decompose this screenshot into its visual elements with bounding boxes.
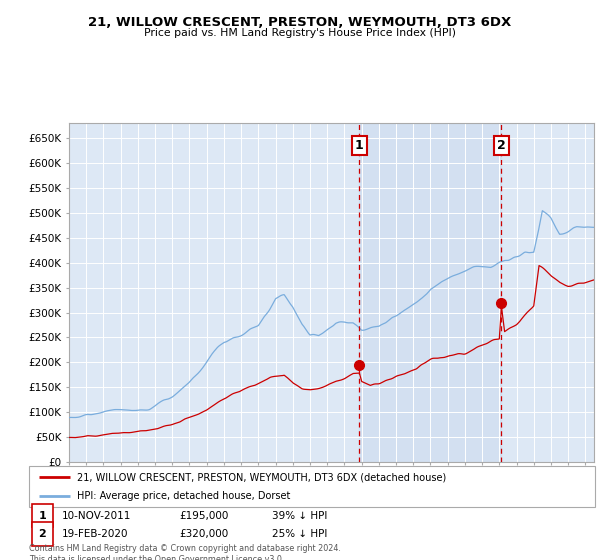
Text: 25% ↓ HPI: 25% ↓ HPI <box>272 529 328 539</box>
Text: 19-FEB-2020: 19-FEB-2020 <box>62 529 128 539</box>
Text: Contains HM Land Registry data © Crown copyright and database right 2024.
This d: Contains HM Land Registry data © Crown c… <box>29 544 341 560</box>
Text: 2: 2 <box>38 529 46 539</box>
Text: 1: 1 <box>355 139 364 152</box>
Text: HPI: Average price, detached house, Dorset: HPI: Average price, detached house, Dors… <box>77 491 290 501</box>
Text: £195,000: £195,000 <box>179 511 228 521</box>
FancyBboxPatch shape <box>29 466 595 507</box>
Text: 39% ↓ HPI: 39% ↓ HPI <box>272 511 328 521</box>
Bar <box>359 123 502 462</box>
Text: Price paid vs. HM Land Registry's House Price Index (HPI): Price paid vs. HM Land Registry's House … <box>144 28 456 38</box>
Text: 21, WILLOW CRESCENT, PRESTON, WEYMOUTH, DT3 6DX: 21, WILLOW CRESCENT, PRESTON, WEYMOUTH, … <box>88 16 512 29</box>
Text: 2: 2 <box>497 139 506 152</box>
Text: 10-NOV-2011: 10-NOV-2011 <box>62 511 131 521</box>
Text: £320,000: £320,000 <box>179 529 228 539</box>
FancyBboxPatch shape <box>32 522 53 545</box>
FancyBboxPatch shape <box>32 504 53 528</box>
Text: 1: 1 <box>38 511 46 521</box>
Text: 21, WILLOW CRESCENT, PRESTON, WEYMOUTH, DT3 6DX (detached house): 21, WILLOW CRESCENT, PRESTON, WEYMOUTH, … <box>77 473 446 482</box>
